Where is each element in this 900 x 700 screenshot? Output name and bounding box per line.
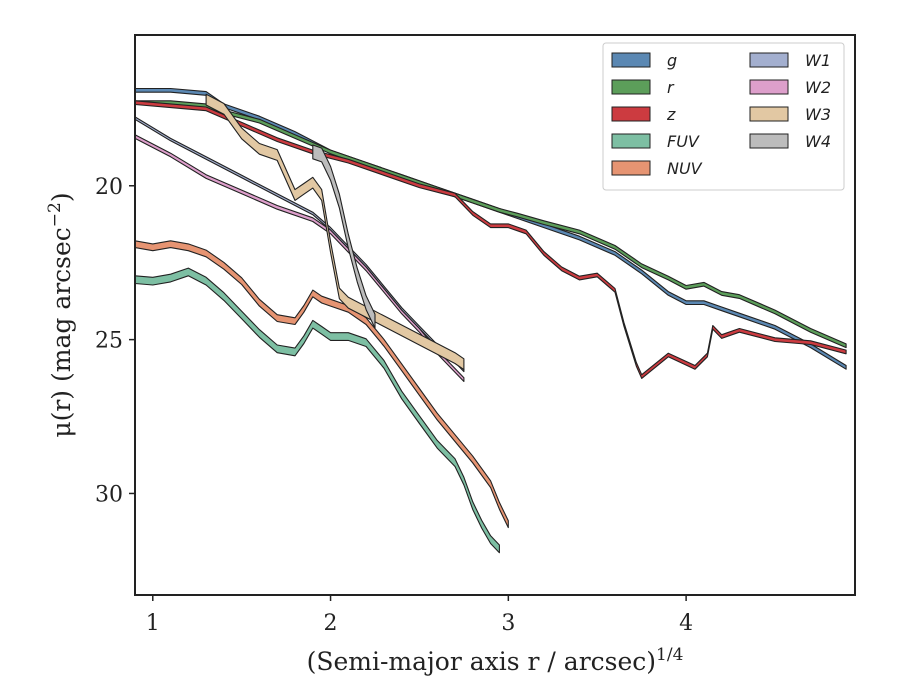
legend-label-w3: W3 [805, 105, 831, 124]
y-tick-label-25: 25 [95, 329, 123, 354]
legend-swatch-w4 [749, 133, 789, 149]
legend-swatch-g [611, 52, 651, 68]
legend-swatch-fuv [611, 133, 651, 149]
legend-swatch-w1 [749, 52, 789, 68]
x-axis-label: (Semi-major axis r / arcsec)1/4 [307, 645, 684, 676]
legend-swatch-w2 [749, 79, 789, 95]
legend-label-fuv: FUV [667, 132, 700, 151]
x-tick-label-3: 3 [501, 611, 515, 636]
legend-label-z: z [666, 105, 676, 124]
x-tick-label-4: 4 [679, 611, 693, 636]
legend-label-r: r [667, 78, 675, 97]
legend-label-w1: W1 [805, 51, 831, 70]
series-band-z [135, 100, 847, 379]
y-axis-label: μ(r) (mag arcsec−2) [45, 192, 76, 437]
legend-label-w4: W4 [805, 132, 831, 151]
y-tick-label-30: 30 [95, 482, 123, 507]
legend: grz FUV NUV W1 W2 W3 W4 [602, 42, 845, 191]
legend-swatch-nuv [611, 160, 651, 176]
series-band-fuv [135, 267, 500, 554]
legend-swatch-w3 [749, 106, 789, 122]
legend-label-nuv: NUV [667, 159, 703, 178]
series-bands [135, 87, 847, 554]
axis-ticks: 1 2 3 4 20 25 30 [95, 175, 693, 636]
x-tick-label-1: 1 [146, 611, 160, 636]
legend-swatch-z [611, 106, 651, 122]
series-band-w2 [135, 134, 465, 383]
x-tick-label-2: 2 [324, 611, 338, 636]
legend-label-w2: W2 [805, 78, 831, 97]
series-band-nuv [135, 240, 509, 529]
series-band-w4 [312, 144, 376, 329]
legend-swatch-r [611, 79, 651, 95]
series-band-w1 [135, 116, 465, 373]
legend-label-g: g [667, 51, 677, 70]
plot-frame [134, 34, 856, 596]
y-tick-label-20: 20 [95, 175, 123, 200]
series-band-w3 [205, 93, 465, 371]
